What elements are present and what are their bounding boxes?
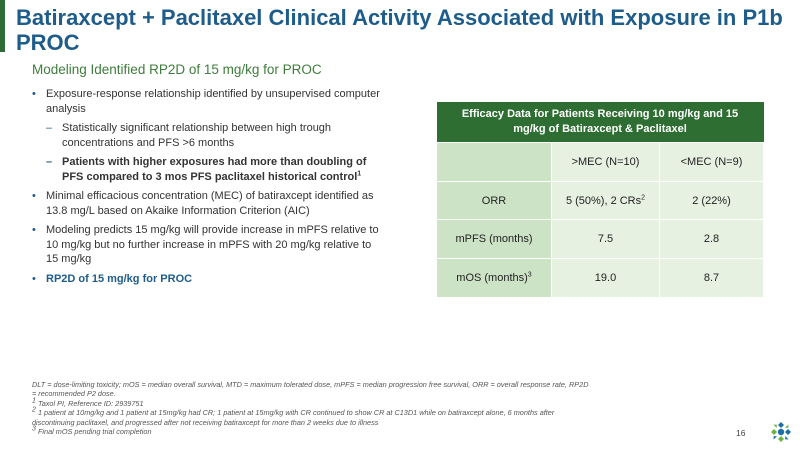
page-number: 16 xyxy=(736,428,746,438)
table-corner-cell xyxy=(436,142,552,182)
efficacy-table: Efficacy Data for Patients Receiving 10 … xyxy=(436,102,764,298)
sub-bullet-text: Statistically significant relationship b… xyxy=(62,122,332,149)
bullet-list: • Exposure-response relationship identif… xyxy=(32,87,384,291)
abbreviations-note: DLT = dose-limiting toxicity; mOS = medi… xyxy=(32,380,589,399)
bullet-dot-icon: • xyxy=(32,190,36,202)
bullet-item: • Exposure-response relationship identif… xyxy=(32,87,384,116)
row-value-below-mec: 8.7 xyxy=(659,258,764,298)
bullet-dot-icon: • xyxy=(32,272,36,285)
bullet-text: Modeling predicts 15 mg/kg will provide … xyxy=(46,224,379,265)
row-value-below-mec: 2 (22%) xyxy=(659,181,764,220)
sub-bullet-item: – Patients with higher exposures had mor… xyxy=(32,155,384,184)
slide-title: Batiraxcept + Paclitaxel Clinical Activi… xyxy=(16,5,783,55)
table-column-header-row: >MEC (N=10) <MEC (N=9) xyxy=(436,142,764,182)
footnote-ref: 1 xyxy=(357,169,362,177)
row-label: mOS (months)3 xyxy=(436,258,552,298)
bullet-dot-icon: • xyxy=(32,224,36,236)
row-value-above-mec: 5 (50%), 2 CRs2 xyxy=(551,181,660,220)
dash-icon: – xyxy=(46,156,53,168)
bullet-text: Minimal efficacious concentration (MEC) … xyxy=(46,190,374,217)
sub-bullet-text: Patients with higher exposures had more … xyxy=(62,156,367,183)
footnotes: DLT = dose-limiting toxicity; mOS = medi… xyxy=(32,380,592,436)
bullet-text-rp2d: RP2D of 15 mg/kg for PROC xyxy=(46,272,193,285)
bullet-dot-icon: • xyxy=(32,88,36,100)
sub-bullet-item: – Statistically significant relationship… xyxy=(32,121,384,150)
row-value-above-mec: 19.0 xyxy=(551,258,660,298)
bullet-text: Exposure-response relationship identifie… xyxy=(46,88,380,115)
title-accent-bar xyxy=(0,0,5,52)
footnote: 2 1 patient at 10mg/kg and 1 patient at … xyxy=(32,406,555,427)
bullet-item: • Minimal efficacious concentration (MEC… xyxy=(32,189,384,218)
bullet-item: • RP2D of 15 mg/kg for PROC xyxy=(32,272,384,287)
table-row: ORR 5 (50%), 2 CRs2 2 (22%) xyxy=(436,181,764,220)
row-label: ORR xyxy=(436,181,552,220)
row-value-above-mec: 7.5 xyxy=(551,219,660,259)
column-header-above-mec: >MEC (N=10) xyxy=(551,142,660,182)
table-header: Efficacy Data for Patients Receiving 10 … xyxy=(436,102,764,143)
dash-icon: – xyxy=(46,122,53,134)
column-header-below-mec: <MEC (N=9) xyxy=(659,142,764,182)
row-label: mPFS (months) xyxy=(436,219,552,259)
table-row: mOS (months)3 19.0 8.7 xyxy=(436,258,764,298)
footnote: 3 Final mOS pending trial completion xyxy=(32,425,152,437)
bullet-item: • Modeling predicts 15 mg/kg will provid… xyxy=(32,223,384,267)
footnote: 1 Taxol PI, Reference ID: 2939751 xyxy=(32,397,144,408)
table-row: mPFS (months) 7.5 2.8 xyxy=(436,219,764,259)
row-value-below-mec: 2.8 xyxy=(659,219,764,259)
slide-subtitle: Modeling Identified RP2D of 15 mg/kg for… xyxy=(32,62,322,77)
company-logo-icon xyxy=(771,422,791,442)
